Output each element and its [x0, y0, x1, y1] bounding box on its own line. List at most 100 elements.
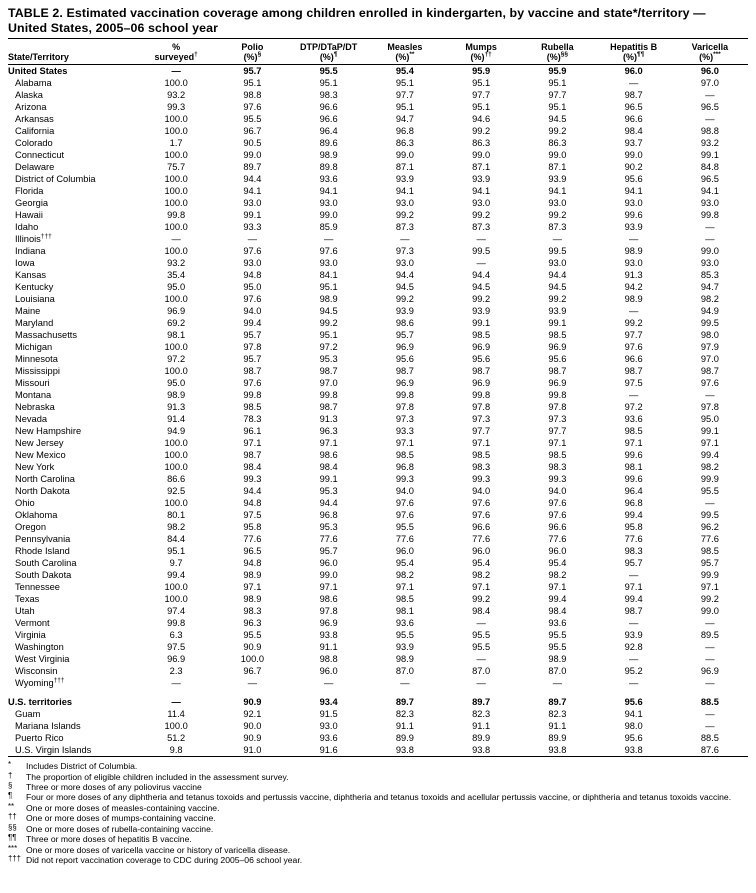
table-row: Puerto Rico 51.2 90.9 93.6 89.9 89.9 89.9 95.6 8… [8, 732, 748, 744]
value-cell: 98.3 [624, 546, 643, 557]
value-cell: 91.1 [548, 721, 567, 732]
value-cell: 95.5 [548, 630, 567, 641]
value-cell: 82.3 [472, 709, 491, 720]
value-cell: 90.9 [243, 642, 262, 653]
value-cell: 98.9 [548, 654, 567, 665]
value-cell: 97.7 [548, 90, 567, 101]
value-cell: — [705, 678, 715, 689]
value-cell: 94.1 [624, 709, 643, 720]
value-cell: 97.8 [395, 402, 414, 413]
footnote-text: Did not report vaccination coverage to C… [26, 854, 303, 865]
value-cell: 90.5 [243, 138, 262, 149]
table-row: Hawaii 99.8 99.1 99.0 99.2 99.2 99.2 99.6 99.8 [8, 209, 748, 221]
value-cell: 93.6 [548, 618, 567, 629]
value-cell: 99.6 [624, 210, 643, 221]
value-cell: 99.9 [700, 474, 719, 485]
value-cell: 94.5 [395, 282, 414, 293]
value-cell: 94.1 [243, 186, 262, 197]
value-cell: 95.5 [472, 630, 491, 641]
value-cell: 96.7 [243, 666, 262, 677]
value-cell: 82.3 [395, 709, 414, 720]
footnote-text: The proportion of eligible children incl… [26, 771, 289, 782]
value-cell: 94.4 [472, 270, 491, 281]
value-cell: 84.4 [167, 534, 186, 545]
value-cell: 94.8 [243, 498, 262, 509]
table-row: Wisconsin 2.3 96.7 96.0 87.0 87.0 87.0 95.2 96.9 [8, 665, 748, 677]
value-cell: 85.9 [319, 222, 338, 233]
value-cell: 98.6 [395, 318, 414, 329]
value-cell: — [552, 234, 563, 245]
state-name: Oklahoma [15, 510, 58, 521]
table-row: United States — 95.7 95.5 95.4 95.9 95.9 96.0 96… [8, 65, 748, 78]
value-cell: 82.3 [548, 709, 567, 720]
value-cell: 93.6 [319, 174, 338, 185]
value-cell: 93.0 [472, 198, 491, 209]
value-cell: 92.5 [167, 486, 186, 497]
table-row: Ohio 100.0 94.8 94.4 97.6 97.6 97.6 96.8 — [8, 497, 748, 509]
value-cell: 77.6 [548, 534, 567, 545]
table-row: South Carolina 9.7 94.8 96.0 95.4 95.4 95.4 95.… [8, 557, 748, 569]
value-cell: 98.9 [624, 246, 643, 257]
table-row: Washington 97.5 90.9 91.1 93.9 95.5 95.5 92.8 — [8, 641, 748, 653]
value-cell: 100.0 [164, 174, 188, 185]
value-cell: 99.1 [700, 150, 719, 161]
value-cell: 95.5 [700, 486, 719, 497]
value-cell: 99.3 [395, 474, 414, 485]
state-name: Georgia [15, 198, 49, 209]
value-cell: 35.4 [167, 270, 186, 281]
value-cell: — [400, 234, 410, 245]
value-cell: 98.4 [319, 462, 338, 473]
value-cell: 87.3 [395, 222, 414, 233]
state-name: Pennsylvania [15, 534, 71, 545]
value-cell: 95.0 [700, 414, 719, 425]
value-cell: 89.7 [395, 697, 414, 708]
table-row: Rhode Island 95.1 96.5 95.7 96.0 96.0 96.0 98.3… [8, 545, 748, 557]
value-cell: 6.3 [169, 630, 183, 641]
value-cell: 93.0 [624, 198, 643, 209]
value-cell: 95.4 [395, 66, 414, 77]
value-cell: 96.9 [395, 342, 414, 353]
value-cell: 98.2 [548, 570, 567, 581]
value-cell: 93.3 [243, 222, 262, 233]
value-cell: 100.0 [164, 498, 188, 509]
value-cell: 90.9 [243, 697, 262, 708]
value-cell: 98.5 [395, 594, 414, 605]
column-header-varicella: Varicella (%)*** [691, 42, 729, 63]
value-cell: 99.3 [243, 474, 262, 485]
value-cell: — [476, 678, 486, 689]
value-cell: 98.5 [472, 330, 491, 341]
value-cell: — [705, 498, 715, 509]
value-cell: 100.0 [164, 246, 188, 257]
footnote-marker: †† [8, 812, 17, 822]
value-cell: 91.1 [395, 721, 414, 732]
column-header-hepatitis-b: Hepatitis B (%)¶¶ [610, 42, 658, 63]
value-cell: 93.6 [319, 733, 338, 744]
value-cell: 96.0 [395, 546, 414, 557]
state-name: Indiana [15, 246, 46, 257]
footnote-marker: ¶ [8, 791, 13, 801]
value-cell: 98.7 [243, 366, 262, 377]
value-cell: 93.9 [472, 174, 491, 185]
value-cell: 98.9 [167, 390, 186, 401]
value-cell: 97.1 [624, 438, 643, 449]
value-cell: 95.1 [319, 330, 338, 341]
value-cell: 93.0 [319, 721, 338, 732]
value-cell: 96.0 [319, 666, 338, 677]
value-cell: 97.6 [548, 510, 567, 521]
value-cell: 94.4 [548, 270, 567, 281]
value-cell: 89.7 [472, 697, 491, 708]
value-cell: 98.1 [395, 606, 414, 617]
value-cell: 93.9 [395, 306, 414, 317]
value-cell: 9.7 [169, 558, 183, 569]
value-cell: 95.7 [395, 330, 414, 341]
value-cell: 87.1 [548, 162, 567, 173]
value-cell: 77.6 [700, 534, 719, 545]
table-row: Utah 97.4 98.3 97.8 98.1 98.4 98.4 98.7 99.0 [8, 605, 748, 617]
footnote: †† One or more doses of mumps-containing … [8, 812, 748, 823]
value-cell: 87.3 [472, 222, 491, 233]
value-cell: 9.8 [169, 745, 183, 756]
value-cell: 98.4 [624, 126, 643, 137]
column-header-mumps: Mumps (%)†† [465, 42, 497, 63]
table-row: New York 100.0 98.4 98.4 96.8 98.3 98.3 98.1 98.… [8, 461, 748, 473]
value-cell: 99.5 [472, 246, 491, 257]
